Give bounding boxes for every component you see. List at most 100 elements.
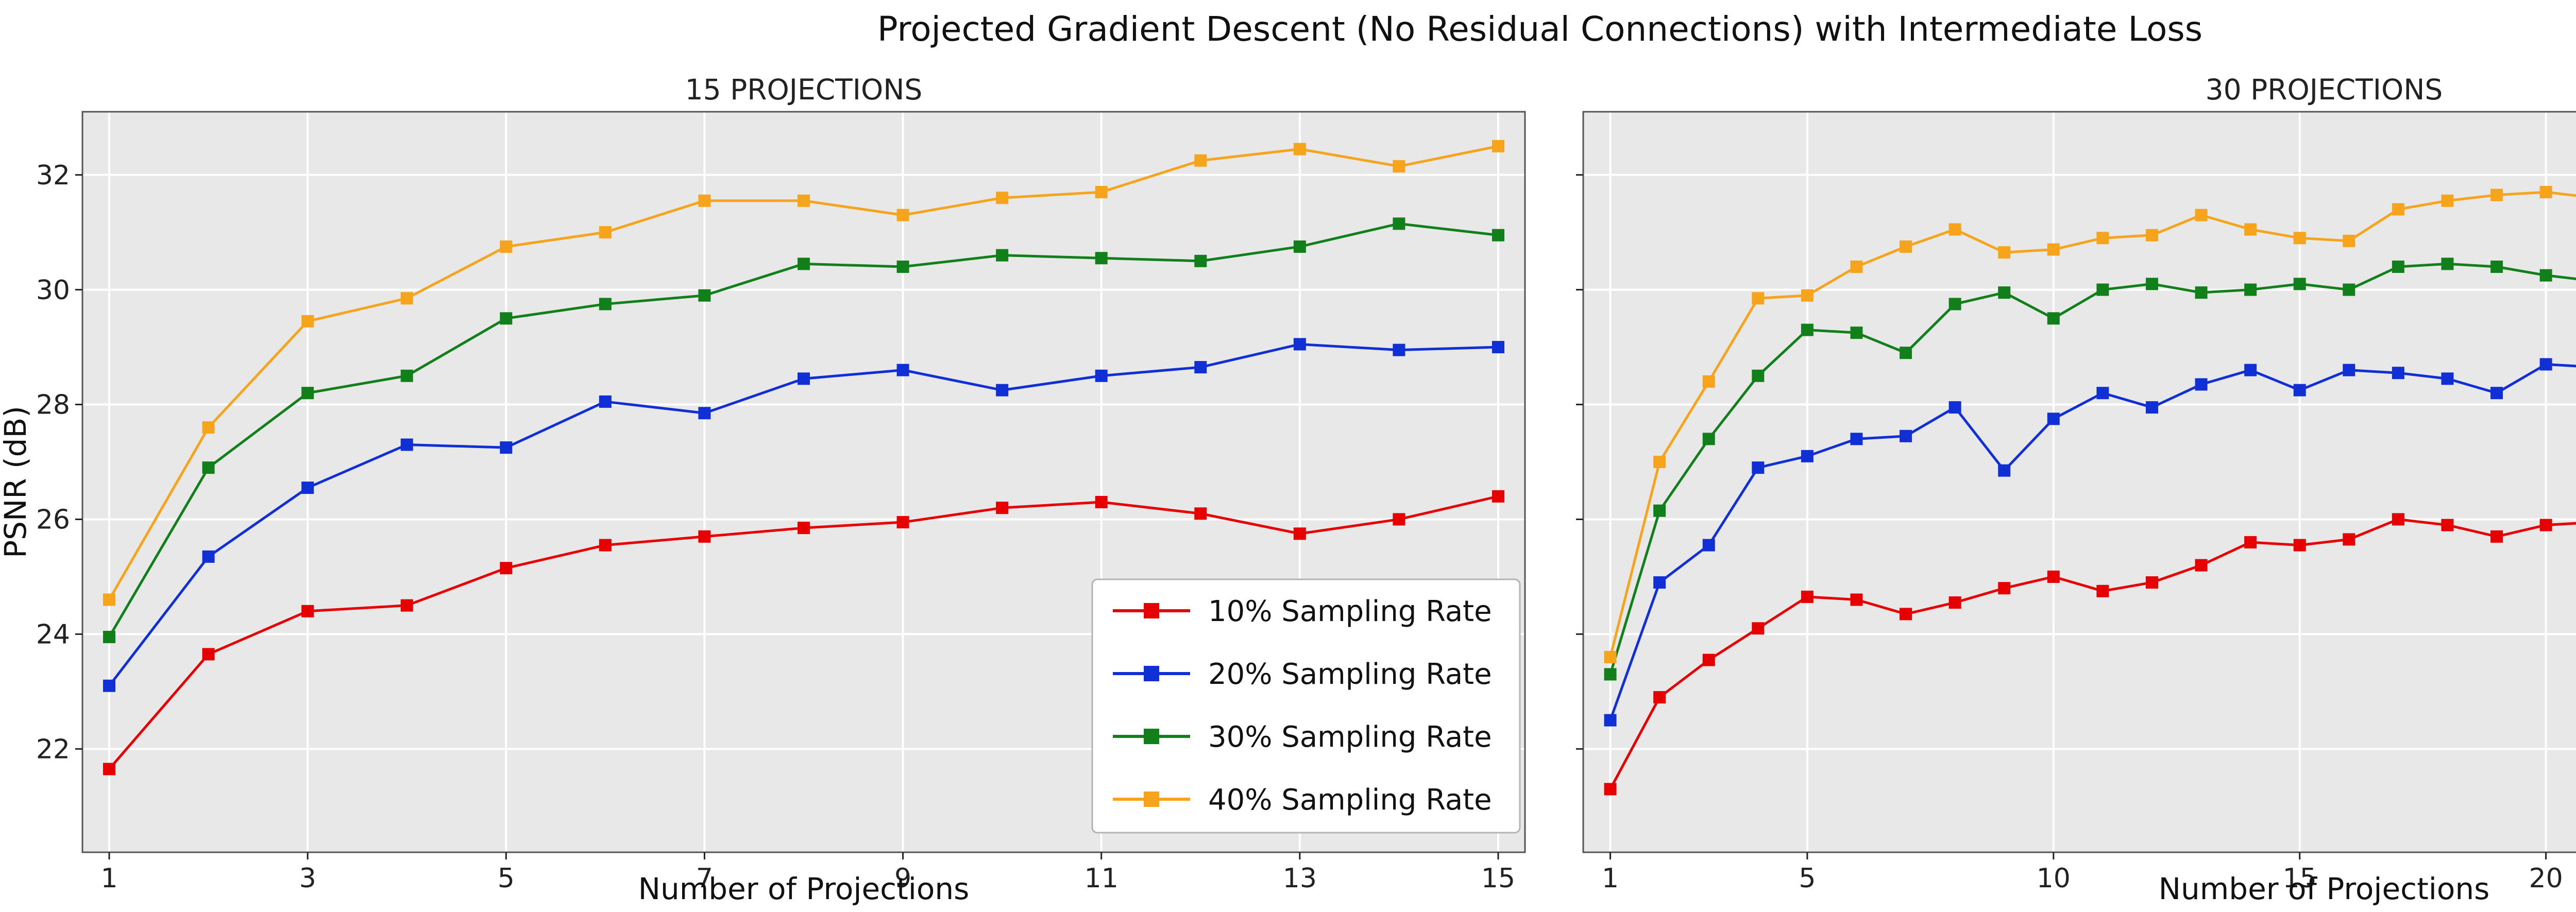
data-point-marker bbox=[1702, 653, 1715, 666]
data-point-marker bbox=[1492, 341, 1505, 354]
data-point-marker bbox=[1948, 223, 1961, 236]
panel-title-15-projections: 15 PROJECTIONS bbox=[685, 73, 923, 106]
data-point-marker bbox=[2096, 387, 2109, 400]
data-point-marker bbox=[1293, 338, 1306, 351]
data-point-marker bbox=[896, 209, 909, 221]
series-line bbox=[1609, 262, 2576, 676]
data-point-marker bbox=[400, 599, 413, 612]
x-tick-label: 15 bbox=[2283, 863, 2317, 894]
data-point-marker bbox=[1293, 527, 1306, 540]
data-point-marker bbox=[2441, 194, 2454, 207]
data-point-marker bbox=[2539, 269, 2552, 282]
data-point-marker bbox=[1653, 576, 1666, 589]
data-point-marker bbox=[400, 292, 413, 305]
data-point-marker bbox=[2096, 283, 2109, 296]
series-10-sampling-rate bbox=[103, 490, 1505, 776]
data-point-marker bbox=[2293, 539, 2306, 552]
data-point-marker bbox=[1752, 461, 1765, 474]
data-point-marker bbox=[2195, 378, 2208, 391]
series-40-sampling-rate bbox=[1604, 186, 2576, 663]
data-point-marker bbox=[1194, 361, 1207, 374]
data-point-marker bbox=[2244, 364, 2257, 376]
data-point-marker bbox=[2441, 519, 2454, 531]
data-point-marker bbox=[1393, 217, 1405, 230]
data-point-marker bbox=[1801, 323, 1814, 336]
series-line bbox=[1609, 191, 2576, 659]
series-line bbox=[1609, 518, 2576, 790]
x-axis-label-left: Number of Projections bbox=[638, 871, 970, 906]
data-point-marker bbox=[996, 249, 1009, 262]
data-point-marker bbox=[2441, 257, 2454, 270]
data-point-marker bbox=[2145, 278, 2158, 290]
data-point-marker bbox=[2343, 283, 2355, 296]
data-point-marker bbox=[1604, 668, 1617, 681]
data-point-marker bbox=[2441, 372, 2454, 385]
data-point-marker bbox=[1604, 650, 1617, 663]
y-tick-label: 24 bbox=[36, 620, 70, 650]
data-point-marker bbox=[2096, 584, 2109, 597]
data-point-marker bbox=[1998, 582, 2011, 595]
data-point-marker bbox=[103, 593, 115, 606]
data-point-marker bbox=[1948, 298, 1961, 311]
data-point-marker bbox=[2195, 286, 2208, 299]
data-point-marker bbox=[1752, 292, 1765, 305]
data-point-marker bbox=[2490, 530, 2503, 543]
data-point-marker bbox=[1492, 490, 1505, 503]
data-point-marker bbox=[1948, 401, 1961, 414]
data-point-marker bbox=[2293, 384, 2306, 397]
data-point-marker bbox=[1752, 622, 1765, 635]
legend-entry: 20% Sampling Rate bbox=[1113, 658, 1492, 691]
x-tick-group: 1 3 5 7 9 11 13 15 bbox=[100, 852, 1515, 894]
data-point-marker bbox=[103, 679, 115, 692]
data-point-marker bbox=[400, 369, 413, 382]
legend-marker bbox=[1144, 791, 1159, 807]
data-point-marker bbox=[1653, 455, 1666, 468]
data-point-marker bbox=[1492, 140, 1505, 152]
data-point-marker bbox=[2047, 312, 2060, 325]
data-point-marker bbox=[1850, 433, 1863, 445]
data-point-marker bbox=[1653, 504, 1666, 517]
series-30-sampling-rate bbox=[1604, 257, 2576, 681]
data-point-marker bbox=[1702, 375, 1715, 388]
series-30-sampling-rate bbox=[103, 217, 1505, 643]
legend-box bbox=[1091, 578, 1521, 834]
data-point-marker bbox=[1801, 450, 1814, 462]
data-point-marker bbox=[2392, 513, 2404, 526]
series-line bbox=[1609, 363, 2576, 722]
data-point-marker bbox=[599, 539, 612, 552]
x-axis-label-right: Number of Projections bbox=[2158, 871, 2490, 906]
data-point-marker bbox=[1194, 254, 1207, 267]
data-point-marker bbox=[2244, 536, 2257, 549]
legend-label: 40% Sampling Rate bbox=[1208, 783, 1492, 817]
legend-marker bbox=[1144, 666, 1159, 681]
data-point-marker bbox=[2343, 364, 2355, 376]
x-tick-label: 15 bbox=[1481, 863, 1515, 894]
data-point-marker bbox=[1998, 464, 2011, 477]
y-tick-label: 28 bbox=[36, 390, 70, 421]
data-point-marker bbox=[2490, 387, 2503, 400]
data-point-marker bbox=[1801, 289, 1814, 302]
data-point-marker bbox=[2392, 260, 2404, 273]
legend-marker bbox=[1144, 729, 1159, 744]
data-point-marker bbox=[1293, 143, 1306, 156]
axes-spines bbox=[81, 111, 1526, 853]
y-axis-label: PSNR (dB) bbox=[0, 406, 33, 558]
data-point-marker bbox=[202, 648, 215, 661]
legend-label: 10% Sampling Rate bbox=[1208, 595, 1492, 628]
legend-marker bbox=[1144, 603, 1159, 618]
data-point-marker bbox=[896, 260, 909, 273]
data-point-marker bbox=[1653, 691, 1666, 704]
data-point-marker bbox=[2096, 232, 2109, 245]
y-tick-group bbox=[1576, 174, 1583, 750]
data-point-marker bbox=[500, 240, 513, 253]
data-point-marker bbox=[1998, 286, 2011, 299]
data-point-marker bbox=[1393, 160, 1405, 173]
data-point-marker bbox=[1293, 240, 1306, 253]
legend: 10% Sampling Rate 20% Sampling Rate 30% Sa… bbox=[1091, 578, 1521, 834]
data-point-marker bbox=[1752, 369, 1765, 382]
panel-30-projections: 151015202530 bbox=[1576, 111, 2576, 894]
data-point-marker bbox=[103, 763, 115, 776]
data-point-marker bbox=[1900, 347, 1912, 359]
data-point-marker bbox=[2293, 278, 2306, 290]
y-tick-label: 22 bbox=[36, 734, 70, 765]
